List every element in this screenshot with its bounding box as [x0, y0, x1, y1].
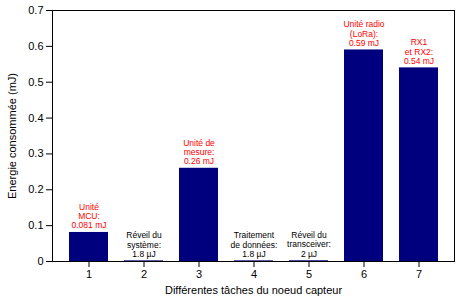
svg-text:Différentes tâches du noeud ca: Différentes tâches du noeud capteur [165, 284, 342, 296]
svg-text:Unité radio(LoRa):0.59 mJ: Unité radio(LoRa):0.59 mJ [343, 19, 384, 48]
svg-text:0.3: 0.3 [28, 147, 43, 159]
svg-text:3: 3 [196, 268, 202, 280]
svg-text:0.6: 0.6 [28, 40, 43, 52]
svg-text:Energie consommée (mJ): Energie consommée (mJ) [6, 73, 18, 199]
svg-text:UnitéMCU:0.081 mJ: UnitéMCU:0.081 mJ [72, 202, 107, 231]
svg-text:0.4: 0.4 [28, 112, 43, 124]
svg-text:Réveil dusystème:1.8 µJ: Réveil dusystème:1.8 µJ [126, 230, 162, 259]
svg-text:Unité demesure:0.26 mJ: Unité demesure:0.26 mJ [183, 138, 215, 167]
svg-text:6: 6 [361, 268, 367, 280]
svg-text:0: 0 [37, 255, 43, 267]
svg-text:4: 4 [251, 268, 257, 280]
svg-text:2: 2 [141, 268, 147, 280]
svg-text:Traitementde données:1.8 µJ: Traitementde données:1.8 µJ [231, 230, 278, 259]
svg-text:1: 1 [86, 268, 92, 280]
svg-text:0.1: 0.1 [28, 219, 43, 231]
svg-text:Réveil dutransceiver:2 µJ: Réveil dutransceiver:2 µJ [287, 230, 331, 259]
svg-text:0.7: 0.7 [28, 4, 43, 16]
svg-text:RX1et RX2:0.54 mJ: RX1et RX2:0.54 mJ [404, 37, 434, 66]
svg-text:0.2: 0.2 [28, 183, 43, 195]
svg-text:0.5: 0.5 [28, 76, 43, 88]
svg-text:5: 5 [306, 268, 312, 280]
svg-text:7: 7 [416, 268, 422, 280]
